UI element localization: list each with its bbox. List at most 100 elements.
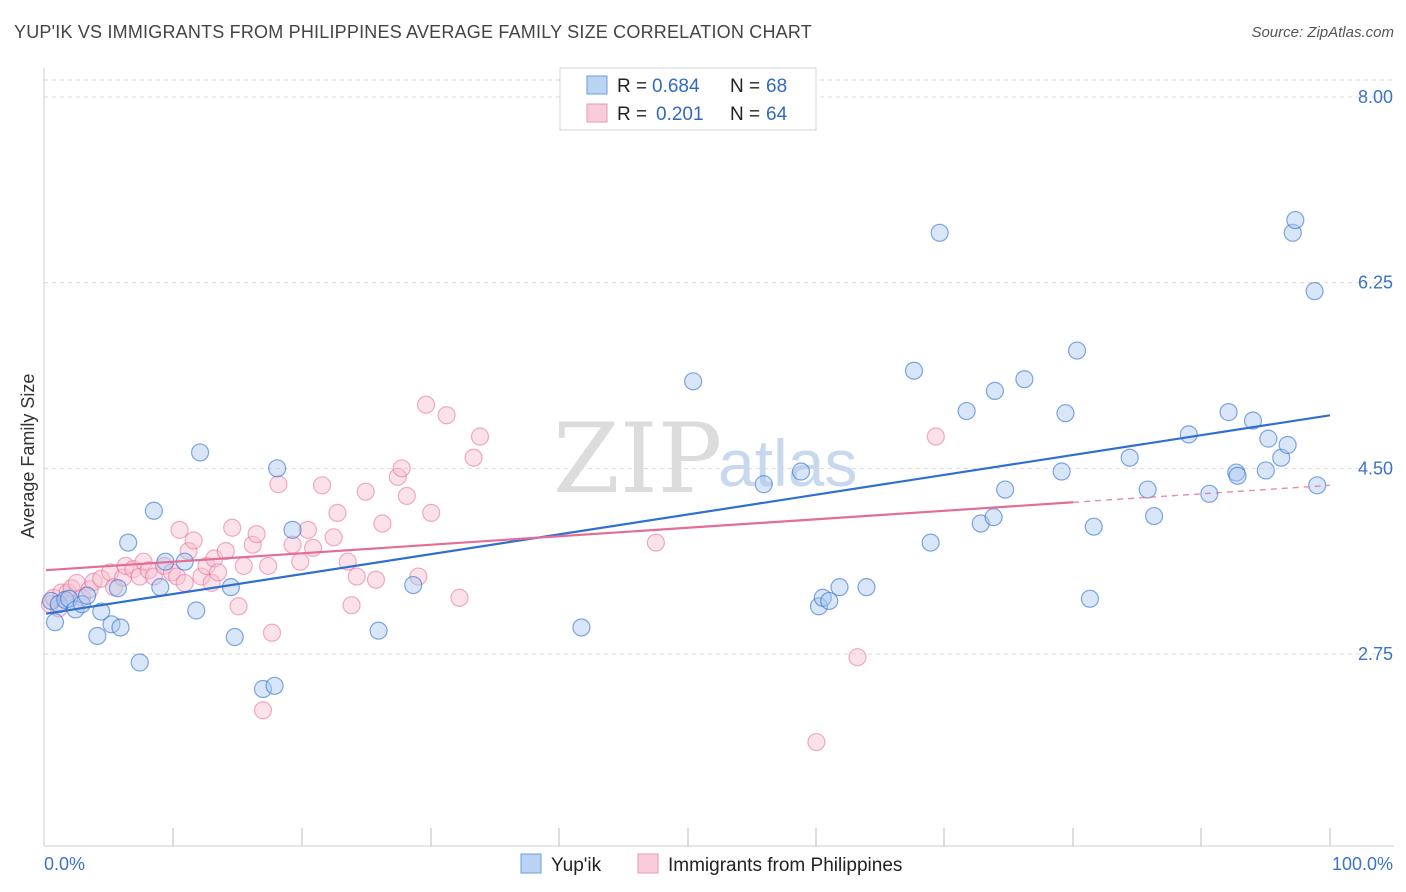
data-point-yupik: [1305, 282, 1324, 301]
data-point-yupik: [1052, 462, 1071, 481]
data-point-yupik: [108, 579, 128, 598]
legend-r-label-yupik: R =: [617, 76, 647, 97]
data-point-philippines: [253, 701, 273, 720]
stats-legend: R = 0.684 N = 68 R = 0.201 N = 64: [559, 67, 817, 131]
data-point-yupik: [265, 676, 284, 695]
data-point-philippines: [184, 531, 203, 550]
data-point-yupik: [1056, 404, 1075, 423]
data-point-philippines: [192, 567, 211, 586]
data-point-philippines: [179, 541, 198, 561]
data-point-yupik: [151, 578, 170, 597]
data-point-philippines: [134, 552, 153, 571]
data-point-yupik: [1067, 341, 1087, 360]
data-point-yupik: [572, 618, 591, 637]
data-point-yupik: [144, 501, 163, 520]
data-point-philippines: [291, 552, 310, 571]
data-point-yupik: [1080, 589, 1099, 608]
data-point-philippines: [464, 448, 483, 467]
data-point-yupik: [754, 475, 773, 494]
data-point-philippines: [328, 503, 347, 522]
data-point-philippines: [259, 556, 278, 576]
data-point-philippines: [170, 520, 189, 539]
data-point-philippines: [646, 533, 666, 552]
data-point-philippines: [229, 597, 248, 616]
data-point-philippines: [373, 514, 392, 533]
data-point-yupik: [77, 586, 97, 605]
data-point-philippines: [342, 596, 361, 615]
data-point-yupik: [369, 621, 388, 640]
data-point-yupik: [268, 459, 287, 478]
bottom-legend-swatch-philippines: [637, 853, 659, 874]
legend-n-value-philippines: 64: [766, 104, 788, 125]
data-point-philippines: [324, 528, 343, 547]
data-point-philippines: [208, 563, 228, 582]
data-point-yupik: [1179, 425, 1198, 444]
watermark-atlas: atlas: [718, 426, 857, 500]
y-tick-label: 4.50: [1358, 458, 1393, 478]
data-point-philippines: [366, 570, 386, 589]
data-point-yupik: [1286, 210, 1305, 230]
data-point-yupik: [111, 618, 130, 637]
data-point-philippines: [298, 520, 318, 539]
data-point-philippines: [243, 535, 262, 554]
data-point-philippines: [216, 541, 235, 561]
data-point-philippines: [926, 427, 945, 446]
legend-n-value-yupik: 68: [766, 76, 787, 97]
trend-line-philippines-extrapolated: [1073, 484, 1331, 503]
data-point-yupik: [1144, 506, 1164, 526]
legend-r-value-yupik: 0.684: [652, 76, 700, 97]
data-point-yupik: [1256, 461, 1275, 480]
data-point-philippines: [848, 648, 867, 667]
data-point-yupik: [684, 372, 703, 391]
data-point-philippines: [422, 503, 441, 522]
data-point-yupik: [1120, 448, 1139, 467]
data-point-yupik: [930, 223, 949, 242]
data-point-yupik: [1228, 466, 1247, 485]
bottom-legend-label-yupik: Yup'ik: [551, 855, 602, 876]
data-point-yupik: [190, 443, 210, 462]
data-point-philippines: [269, 475, 288, 494]
data-point-philippines: [223, 518, 242, 537]
legend-n-label-philippines: N =: [730, 104, 760, 125]
legend-n-label-yupik: N =: [730, 76, 760, 97]
data-point-yupik: [1278, 435, 1297, 455]
bottom-legend: Yup'ik Immigrants from Philippines: [520, 853, 902, 876]
data-point-yupik: [92, 602, 111, 621]
legend-r-label-philippines: R =: [617, 104, 647, 125]
data-point-yupik: [857, 578, 876, 597]
data-point-philippines: [437, 406, 456, 425]
data-point-philippines: [450, 588, 469, 607]
trend-line-philippines: [45, 501, 1074, 572]
data-point-philippines: [409, 567, 428, 586]
data-point-philippines: [807, 732, 826, 752]
data-point-philippines: [356, 482, 375, 501]
trend-line-yupik: [45, 414, 1331, 615]
y-tick-labels: 2.75 4.50 6.25 8.00: [1358, 87, 1393, 664]
data-point-philippines: [262, 623, 282, 642]
data-point-yupik: [1015, 370, 1034, 389]
data-point-philippines: [388, 467, 407, 486]
legend-swatch-philippines: [586, 103, 608, 123]
data-point-yupik: [221, 578, 240, 597]
data-point-yupik: [404, 575, 423, 595]
data-point-philippines: [234, 556, 253, 576]
data-point-philippines: [392, 459, 411, 478]
data-point-philippines: [197, 556, 216, 576]
watermark-zip: ZIP: [553, 403, 722, 515]
data-point-yupik: [1219, 403, 1238, 422]
watermark: ZIP atlas: [553, 403, 857, 515]
data-point-philippines: [247, 525, 266, 544]
y-axis-label: Average Family Size: [18, 374, 38, 539]
chart-title: YUP'IK VS IMMIGRANTS FROM PHILIPPINES AV…: [14, 22, 812, 42]
x-ticks: 0.0% 100.0%: [44, 828, 1393, 874]
legend-r-value-philippines: 0.201: [656, 104, 704, 125]
data-point-yupik: [957, 401, 976, 421]
data-point-yupik: [820, 591, 839, 611]
data-point-yupik: [830, 578, 849, 597]
data-point-yupik: [283, 520, 302, 539]
legend-swatch-yupik: [586, 75, 608, 95]
data-point-yupik: [984, 508, 1003, 527]
x-tick-label: 0.0%: [44, 854, 85, 874]
data-point-yupik: [809, 597, 829, 616]
